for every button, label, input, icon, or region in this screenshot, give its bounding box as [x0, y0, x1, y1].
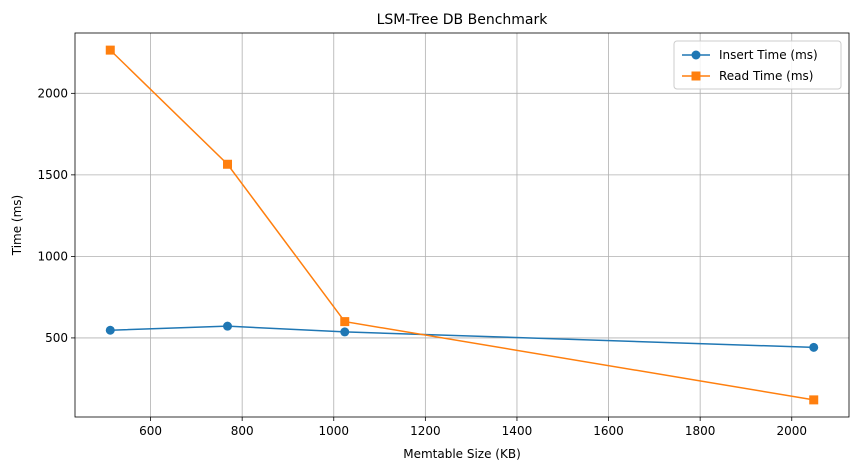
legend-entry-1: Insert Time (ms) [682, 48, 818, 62]
ticks: 600 800 1000 1200 1400 1600 1800 2000 500 1000 150… [37, 86, 807, 438]
plot-frame [74, 32, 850, 418]
legend-label: Insert Time (ms) [719, 48, 818, 62]
legend-entry-2: Read Time (ms) [682, 69, 813, 83]
data-point [223, 159, 233, 169]
series-1 [105, 321, 819, 352]
legend-marker [691, 71, 701, 81]
x-tick-label: 1800 [685, 424, 716, 438]
data-point [340, 317, 350, 327]
x-tick-label: 1600 [593, 424, 624, 438]
x-tick-label: 600 [139, 424, 162, 438]
y-tick-label: 2000 [37, 86, 68, 100]
data-point [340, 327, 350, 337]
x-tick-label: 1000 [318, 424, 349, 438]
series-layer [105, 45, 819, 405]
data-point [105, 325, 115, 335]
y-tick-label: 1000 [37, 249, 68, 263]
data-point [809, 395, 819, 405]
x-tick-label: 800 [231, 424, 254, 438]
legend-label: Read Time (ms) [719, 69, 813, 83]
series-2 [105, 45, 819, 405]
y-axis-label: Time (ms) [10, 195, 24, 257]
data-point [105, 45, 115, 55]
x-tick-label: 1400 [502, 424, 533, 438]
data-point [223, 321, 233, 331]
grid [75, 33, 849, 417]
chart-title: LSM-Tree DB Benchmark [377, 12, 549, 28]
x-tick-label: 2000 [776, 424, 807, 438]
series-line [110, 325, 814, 349]
series-line [109, 49, 814, 401]
legend-marker [691, 50, 701, 60]
x-axis-label: Memtable Size (KB) [403, 447, 521, 461]
y-tick-label: 500 [45, 331, 68, 345]
legend: Insert Time (ms) Read Time (ms) [673, 40, 842, 90]
x-tick-label: 1200 [410, 424, 441, 438]
y-tick-label: 1500 [37, 168, 68, 182]
legend-box [673, 40, 842, 90]
data-point [809, 342, 819, 352]
